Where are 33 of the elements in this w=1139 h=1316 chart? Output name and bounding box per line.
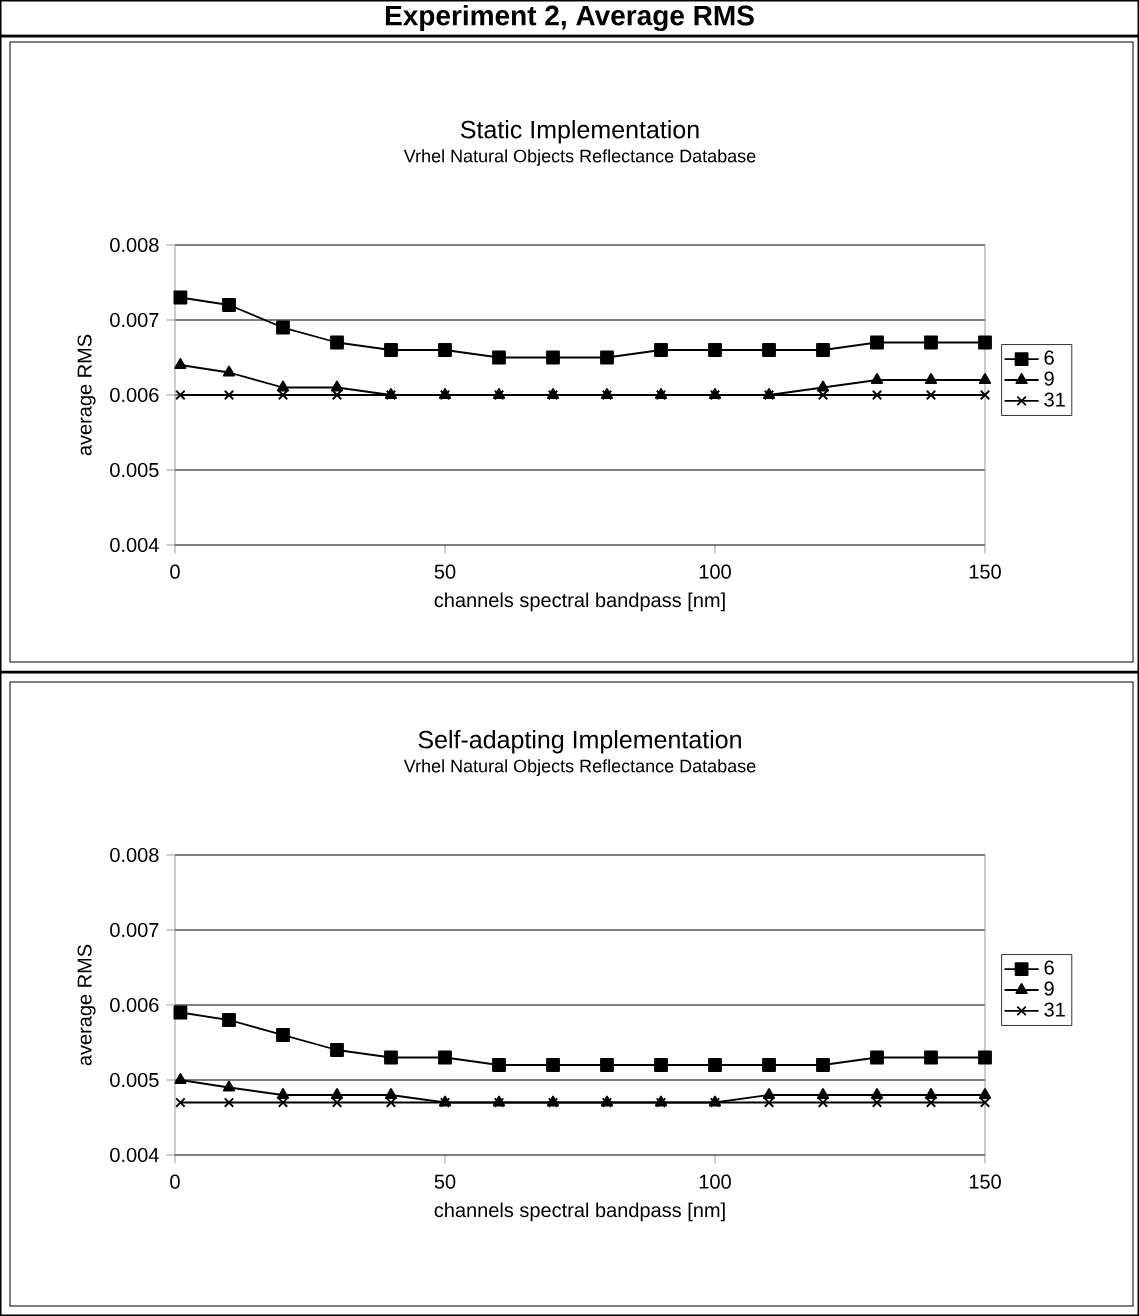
y-axis-title: average RMS <box>77 334 96 456</box>
legend-label: 6 <box>1044 350 1054 365</box>
legend-label: 6 <box>1044 960 1054 975</box>
chart-title: Self-adapting Implementation <box>418 730 741 754</box>
x-tick-label: 150 <box>969 564 1001 579</box>
x-tick-label: 50 <box>434 564 456 579</box>
y-tick-label: 0.007 <box>110 922 159 938</box>
y-tick-label: 0.006 <box>110 997 159 1013</box>
legend-label: 9 <box>1044 371 1054 386</box>
x-axis-title: channels spectral bandpass [nm] <box>434 1202 725 1222</box>
chart-subtitle: Vrhel Natural Objects Reflectance Database <box>403 149 756 166</box>
legend-label: 31 <box>1044 392 1065 407</box>
y-tick-label: 0.008 <box>110 847 159 863</box>
x-axis-title: channels spectral bandpass [nm] <box>434 592 725 612</box>
y-axis-title: average RMS <box>77 944 96 1066</box>
legend-label: 31 <box>1044 1002 1065 1017</box>
y-tick-label: 0.008 <box>110 237 159 253</box>
text: Experiment 2, Average RMS <box>385 4 754 32</box>
x-tick-label: 50 <box>434 1174 456 1189</box>
y-tick-label: 0.007 <box>110 312 159 328</box>
x-tick-label: 100 <box>699 564 731 579</box>
legend-label: 9 <box>1044 981 1054 996</box>
x-tick-label: 150 <box>969 1174 1001 1189</box>
y-tick-label: 0.005 <box>110 462 159 478</box>
y-tick-label: 0.006 <box>110 387 159 403</box>
x-tick-label: 100 <box>699 1174 731 1189</box>
chart-subtitle: Vrhel Natural Objects Reflectance Database <box>403 759 756 776</box>
x-tick-label: 0 <box>170 1174 180 1189</box>
y-tick-label: 0.005 <box>110 1072 159 1088</box>
chart-title: Static Implementation <box>460 120 699 144</box>
x-tick-label: 0 <box>170 564 180 579</box>
y-tick-label: 0.004 <box>110 537 159 553</box>
y-tick-label: 0.004 <box>110 1147 159 1163</box>
